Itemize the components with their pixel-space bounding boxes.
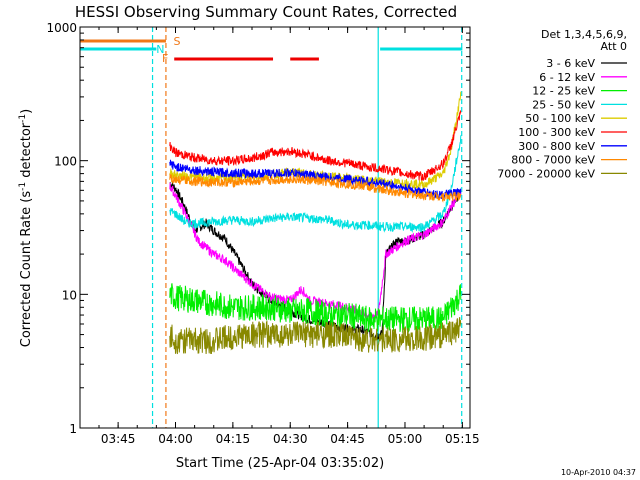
legend-label-8: 7000 - 20000 keV xyxy=(497,167,595,180)
series-line-2 xyxy=(169,283,462,333)
legend-label-3: 25 - 50 keV xyxy=(532,98,595,111)
legend-header-line2: Att 0 xyxy=(601,40,627,53)
chart-title: HESSI Observing Summary Count Rates, Cor… xyxy=(75,3,457,21)
y-axis-label-sup1: -1 xyxy=(18,182,28,191)
y-axis-ticks: 1 10 100 1000 xyxy=(46,21,470,436)
y-axis-label-main: Corrected Count Rate (s xyxy=(19,191,34,348)
x-axis-ticks: 03:45 04:00 04:15 04:30 04:45 05:00 05:15 xyxy=(98,27,480,446)
x-tick-label-2: 04:15 xyxy=(216,432,251,446)
y-axis-label-end: ) xyxy=(19,109,34,114)
y-tick-label-1: 10 xyxy=(62,288,77,302)
series-lines xyxy=(169,91,462,355)
series-line-5 xyxy=(169,110,462,181)
series-line-8 xyxy=(169,317,462,355)
legend-label-7: 800 - 7000 keV xyxy=(511,154,595,167)
series-line-3 xyxy=(169,135,462,233)
legend-label-1: 6 - 12 keV xyxy=(539,71,595,84)
saa-flag-label: S xyxy=(173,35,180,48)
legend-label-0: 3 - 6 keV xyxy=(546,57,595,70)
series-line-7 xyxy=(169,173,462,203)
y-axis-label-mid: detector xyxy=(19,122,34,182)
flare-flag-label: F xyxy=(162,52,168,65)
y-tick-label-3: 1000 xyxy=(46,21,77,35)
legend-label-2: 12 - 25 keV xyxy=(532,85,595,98)
y-axis-label-sup2: -1 xyxy=(18,114,28,123)
series-line-1 xyxy=(169,182,462,319)
x-tick-label-1: 04:00 xyxy=(158,432,193,446)
legend-label-6: 300 - 800 keV xyxy=(518,140,595,153)
y-tick-label-0: 1 xyxy=(69,422,77,436)
timestamp: 10-Apr-2010 04:37 xyxy=(561,468,636,477)
y-tick-label-2: 100 xyxy=(54,155,77,169)
legend-label-4: 50 - 100 keV xyxy=(525,112,595,125)
x-tick-label-3: 04:30 xyxy=(273,432,308,446)
x-tick-label-4: 04:45 xyxy=(330,432,365,446)
night-flag-label: N xyxy=(156,43,164,56)
plot-frame xyxy=(79,26,471,429)
legend-label-5: 100 - 300 keV xyxy=(518,126,595,139)
x-axis-label: Start Time (25-Apr-04 03:35:02) xyxy=(176,456,384,471)
x-tick-label-5: 05:00 xyxy=(388,432,423,446)
y-axis-label: Corrected Count Rate (s-1 detector-1) xyxy=(18,109,34,347)
x-tick-label-0: 03:45 xyxy=(101,432,136,446)
status-flags: SNF xyxy=(80,35,463,65)
x-tick-label-6: 05:15 xyxy=(445,432,480,446)
legend-header-line1: Det 1,3,4,5,6,9, xyxy=(541,28,627,41)
